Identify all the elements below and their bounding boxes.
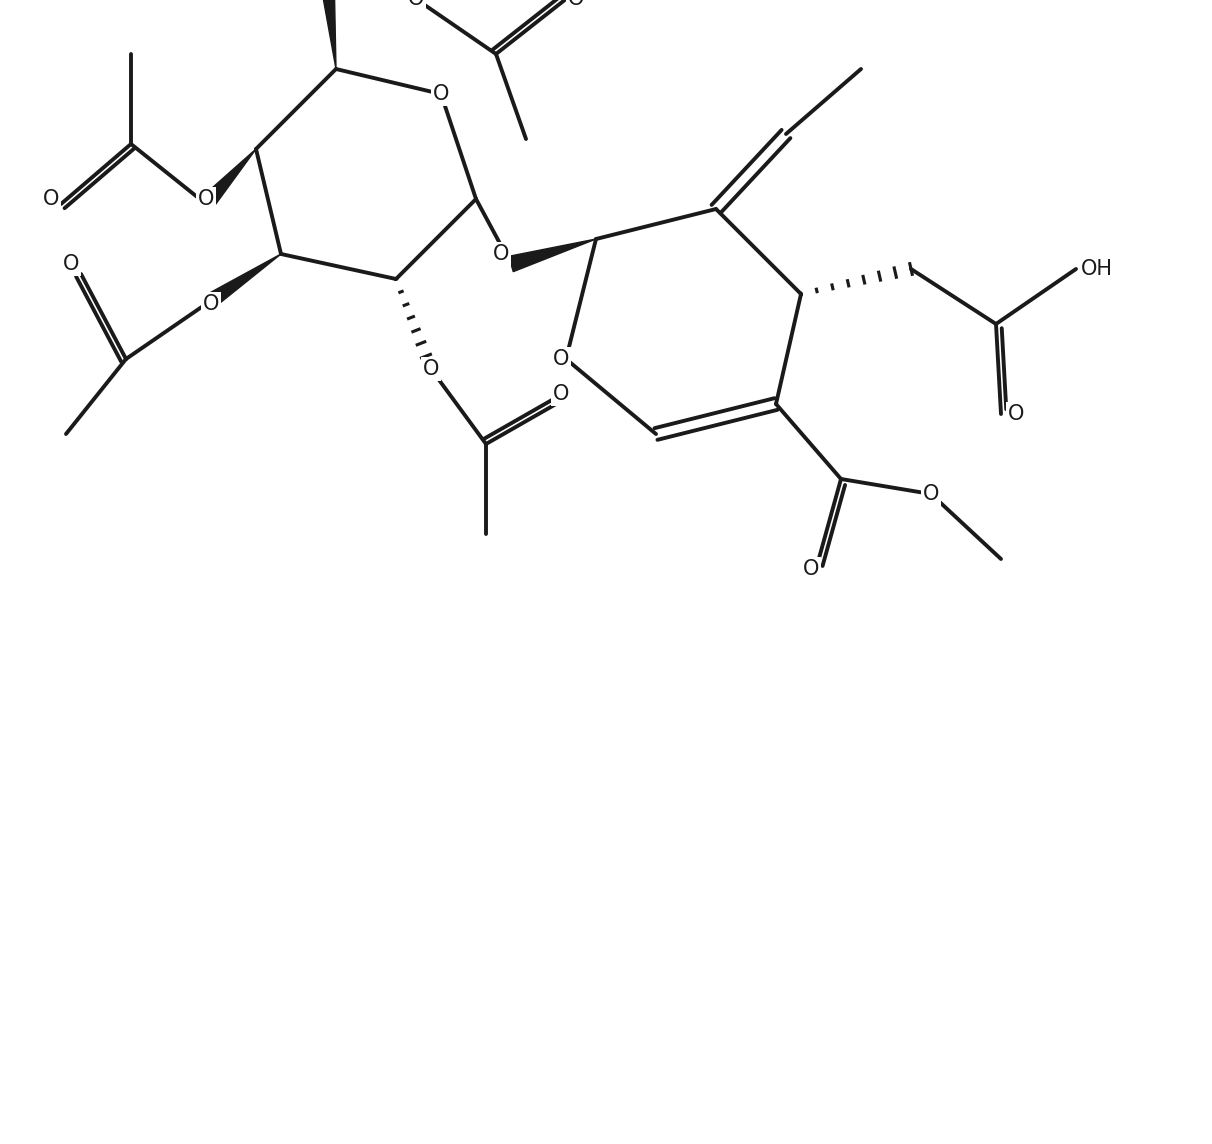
- Polygon shape: [201, 254, 281, 311]
- Text: O: O: [922, 484, 939, 505]
- Polygon shape: [318, 0, 336, 69]
- Text: O: O: [423, 359, 439, 379]
- Text: O: O: [493, 244, 509, 264]
- Text: O: O: [42, 189, 59, 209]
- Text: OH: OH: [1081, 259, 1113, 279]
- Text: O: O: [202, 294, 219, 313]
- Text: O: O: [553, 349, 570, 370]
- Text: O: O: [407, 0, 424, 9]
- Text: O: O: [198, 189, 215, 209]
- Text: O: O: [553, 384, 570, 404]
- Text: O: O: [433, 84, 450, 104]
- Text: O: O: [802, 559, 819, 579]
- Polygon shape: [200, 149, 256, 209]
- Polygon shape: [509, 239, 596, 271]
- Text: O: O: [63, 254, 79, 275]
- Text: O: O: [567, 0, 584, 9]
- Text: O: O: [1008, 404, 1024, 424]
